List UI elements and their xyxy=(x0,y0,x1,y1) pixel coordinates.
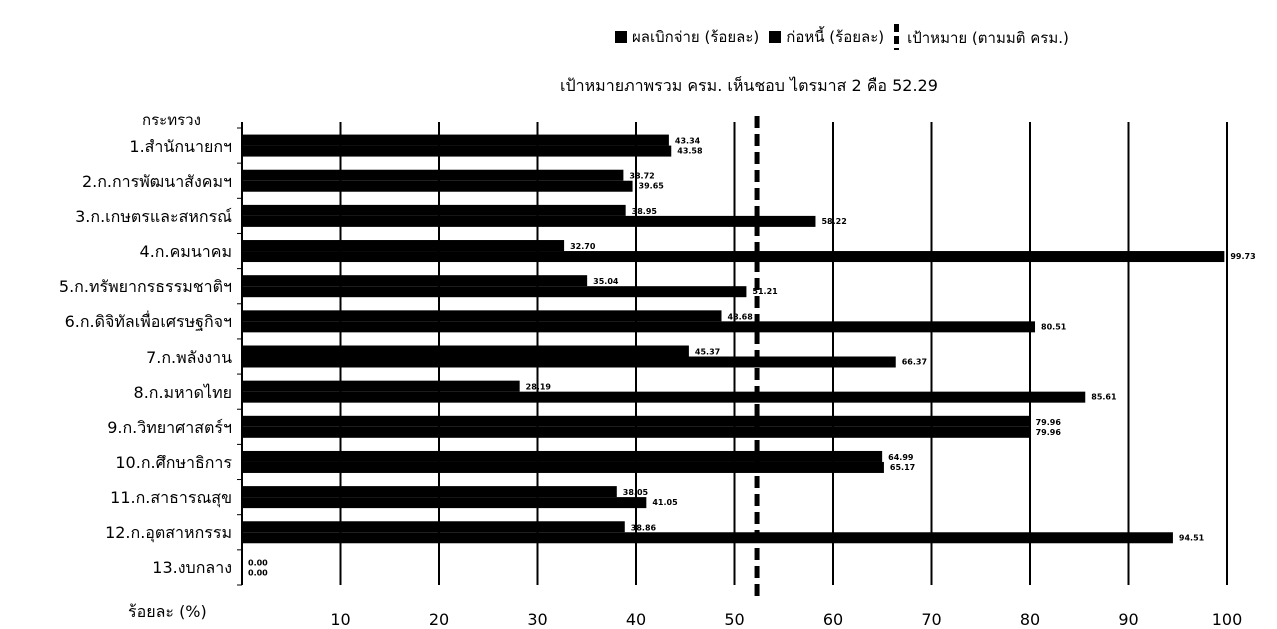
category-label-13: 13.งบกลาง xyxy=(152,558,232,578)
x-tick-label-40: 40 xyxy=(626,610,646,629)
bar-s1-7 xyxy=(242,345,689,357)
legend-dash-target xyxy=(894,24,900,50)
x-axis-title: ร้อยละ (%) xyxy=(128,602,207,621)
category-label-5: 5.ก.ทรัพยากรธรรมชาติฯ xyxy=(58,277,232,297)
bar-s1-11 xyxy=(242,486,617,498)
bar-s1-5 xyxy=(242,275,588,287)
data-label-s2-9: 79.96 xyxy=(1036,428,1062,437)
category-label-2: 2.ก.การพัฒนาสังคมฯ xyxy=(81,171,232,191)
data-label-s2-13: 0.00 xyxy=(248,568,268,577)
bar-s2-7 xyxy=(242,356,896,368)
category-label-12: 12.ก.อุตสาหกรรม xyxy=(105,523,232,543)
data-label-s2-11: 41.05 xyxy=(652,498,678,507)
bar-s2-2 xyxy=(242,180,633,192)
data-label-s1-2: 38.72 xyxy=(629,172,654,181)
data-label-s1-11: 38.05 xyxy=(623,488,649,497)
x-tick-labels: 10 20 30 40 50 60 70 80 90 100 xyxy=(330,610,1242,629)
data-label-s1-9: 79.96 xyxy=(1036,418,1062,427)
category-label-1: 1.สำนักนายกฯ xyxy=(129,136,232,156)
bar-s2-3 xyxy=(242,215,816,227)
legend-swatch-disbursement xyxy=(615,31,627,43)
bar-s1-4 xyxy=(242,240,565,252)
data-labels: 43.34 38.72 38.95 32.70 35.04 48.68 45.37 28.19… xyxy=(248,137,1256,578)
bar-s2-8 xyxy=(242,391,1086,403)
category-label-9: 9.ก.วิทยาศาสตร์ฯ xyxy=(107,417,232,437)
data-label-s2-3: 58.22 xyxy=(821,217,846,226)
legend-swatch-obligation xyxy=(769,31,782,43)
x-tick-label-60: 60 xyxy=(823,610,843,629)
category-label-6: 6.ก.ดิจิทัลเพื่อเศรษฐกิจฯ xyxy=(64,312,232,332)
legend-item-disbursement: ผลเบิกจ่าย (ร้อยละ) xyxy=(615,25,759,49)
bars xyxy=(242,134,1225,544)
category-label-7: 7.ก.พลังงาน xyxy=(146,347,232,367)
data-label-s1-10: 64.99 xyxy=(888,453,914,462)
bar-s2-12 xyxy=(242,532,1173,544)
bar-s1-2 xyxy=(242,169,624,181)
target-annotation: เป้าหมายภาพรวม ครม. เห็นชอบ ไตรมาส 2 คือ… xyxy=(560,76,938,95)
legend-label-target: เป้าหมาย (ตามมติ ครม.) xyxy=(907,29,1069,47)
bar-s1-10 xyxy=(242,450,883,462)
data-label-s2-7: 66.37 xyxy=(902,358,927,367)
data-label-s2-12: 94.51 xyxy=(1179,533,1205,542)
bar-s1-12 xyxy=(242,521,625,533)
bar-s1-1 xyxy=(242,134,669,146)
bar-s2-4 xyxy=(242,251,1225,263)
category-label-4: 4.ก.คมนาคม xyxy=(139,242,232,262)
bar-s1-9 xyxy=(242,415,1030,427)
legend-item-obligation: ก่อหนี้ (ร้อยละ) xyxy=(769,25,884,49)
x-tick-label-10: 10 xyxy=(330,610,350,629)
data-label-s1-1: 43.34 xyxy=(675,137,701,146)
x-tick-label-20: 20 xyxy=(429,610,449,629)
bar-s2-1 xyxy=(242,145,672,157)
x-tick-label-80: 80 xyxy=(1020,610,1040,629)
bar-s1-8 xyxy=(242,380,520,392)
data-label-s1-6: 48.68 xyxy=(727,312,753,321)
category-label-3: 3.ก.เกษตรและสหกรณ์ xyxy=(75,206,232,226)
bar-s2-5 xyxy=(242,286,747,298)
data-label-s2-5: 51.21 xyxy=(752,287,778,296)
category-label-11: 11.ก.สาธารณสุข xyxy=(110,488,232,508)
x-tick-label-50: 50 xyxy=(724,610,744,629)
legend-item-target: เป้าหมาย (ตามมติ ครม.) xyxy=(894,24,1069,50)
legend: ผลเบิกจ่าย (ร้อยละ) ก่อหนี้ (ร้อยละ) เป้… xyxy=(615,24,1069,50)
x-tick-label-30: 30 xyxy=(527,610,547,629)
bar-s2-10 xyxy=(242,461,884,473)
x-tick-label-90: 90 xyxy=(1118,610,1138,629)
data-label-s2-1: 43.58 xyxy=(677,147,703,156)
bar-s2-6 xyxy=(242,321,1036,333)
data-label-s2-6: 80.51 xyxy=(1041,322,1067,331)
data-label-s1-7: 45.37 xyxy=(695,348,720,357)
data-label-s2-10: 65.17 xyxy=(890,463,915,472)
data-label-s2-8: 85.61 xyxy=(1091,393,1117,402)
x-tick-label-70: 70 xyxy=(921,610,941,629)
data-label-s1-5: 35.04 xyxy=(593,277,619,286)
legend-label-disbursement: ผลเบิกจ่าย (ร้อยละ) xyxy=(632,28,760,46)
data-label-s2-4: 99.73 xyxy=(1230,252,1255,261)
bar-s1-6 xyxy=(242,310,722,322)
data-label-s1-13: 0.00 xyxy=(248,558,268,567)
x-tick-label-100: 100 xyxy=(1212,610,1243,629)
category-label-8: 8.ก.มหาดไทย xyxy=(133,382,232,402)
legend-label-obligation: ก่อหนี้ (ร้อยละ) xyxy=(786,28,885,46)
data-label-s1-3: 38.95 xyxy=(632,207,658,216)
bar-s2-9 xyxy=(242,426,1030,438)
data-label-s1-4: 32.70 xyxy=(570,242,596,251)
category-axis-title: กระทรวง xyxy=(142,111,201,129)
bar-s2-11 xyxy=(242,497,647,509)
data-label-s2-2: 39.65 xyxy=(639,182,665,191)
data-label-s1-12: 38.86 xyxy=(631,523,657,532)
category-label-10: 10.ก.ศึกษาธิการ xyxy=(115,452,232,472)
data-label-s1-8: 28.19 xyxy=(526,383,552,392)
bar-s1-3 xyxy=(242,204,626,216)
